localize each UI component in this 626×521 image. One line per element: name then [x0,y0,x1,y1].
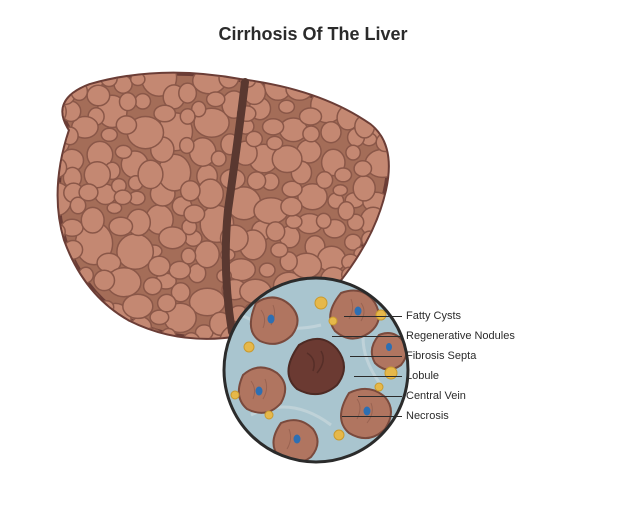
liver-nodule [94,270,115,290]
liver-nodule [139,328,163,350]
liver-nodule [286,215,302,228]
liver-nodule [338,202,354,220]
liver-nodule [40,75,62,93]
liver-nodule [180,138,194,154]
label-regenerative-nodules: Regenerative Nodules [406,330,606,342]
liver-nodule [335,168,352,182]
label-lobule: Lobule [406,370,606,382]
liver-nodule [55,285,74,303]
liver-nodule [138,160,163,188]
liver-nodule [303,126,319,142]
label-text: Central Vein [406,390,466,402]
liver-nodule [317,213,331,228]
leader-line [358,396,402,397]
liver-nodule [87,85,110,106]
label-text: Lobule [406,370,439,382]
liver-nodule [376,232,391,248]
leader-line [354,376,402,377]
liver-nodule [180,109,195,124]
liver-nodule [198,179,224,208]
liver-nodule [263,119,284,135]
liver-nodule [114,190,131,204]
liver-nodule [321,122,341,143]
label-text: Necrosis [406,410,449,422]
detail-svg [221,275,411,465]
necrosis [288,339,344,394]
liver-nodule [279,100,295,113]
liver-nodule [73,328,104,350]
liver-nodule [355,115,375,138]
liver-nodule [101,128,117,141]
liver-nodule [154,105,175,122]
liver-nodule [354,161,371,177]
leader-line [342,416,402,417]
leader-line [344,316,402,317]
liver-nodule [266,222,284,241]
liver-nodule [135,94,151,109]
liver-nodule [271,243,288,257]
liver-nodule [353,176,375,201]
labels-group: Fatty Cysts Regenerative Nodules Fibrosi… [406,310,606,430]
liver-nodule [348,71,365,90]
liver-nodule [333,185,347,196]
liver-nodule [369,70,398,96]
liver-nodule [117,234,153,269]
liver-nodule [179,83,197,103]
liver-nodule [144,278,162,295]
liver-nodule [47,158,67,178]
liver-nodule [364,88,392,117]
liver-nodule [115,145,131,158]
liver-nodule [81,207,104,233]
liver-nodule [120,93,137,111]
detail-inset [221,275,411,465]
liver-nodule [333,86,350,99]
liver-nodule [123,294,153,318]
liver-nodule [121,337,141,350]
label-central-vein: Central Vein [406,390,606,402]
liver-nodule [207,92,225,107]
liver-nodule [57,70,77,85]
liver-nodule [100,301,114,314]
liver-nodule [368,250,390,272]
liver-nodule [181,248,195,264]
liver-nodule [211,151,226,166]
diagram-title: Cirrhosis Of The Liver [218,24,407,45]
liver-nodule [316,172,332,189]
liver-nodule [183,333,200,350]
label-text: Regenerative Nodules [406,330,515,342]
liver-nodule [267,136,283,149]
liver-nodule [158,294,176,311]
liver-nodule [116,116,136,134]
label-necrosis: Necrosis [406,410,606,422]
liver-nodule [346,145,360,160]
label-fibrosis-septa: Fibrosis Septa [406,350,606,362]
liver-nodule [246,131,262,146]
liver-nodule [304,70,324,91]
liver-nodule [300,108,322,125]
liver-nodule [49,307,64,324]
liver-nodule [43,319,59,336]
leader-line [332,336,402,337]
liver-nodule [43,293,59,305]
liver-nodule [63,241,82,260]
label-text: Fibrosis Septa [406,350,476,362]
liver-nodule [109,217,132,235]
liver-nodule [281,197,302,216]
liver-nodule [247,172,265,190]
liver-nodule [51,324,78,349]
liver-nodule [184,205,205,223]
liver-nodule [181,181,200,201]
liver-nodule [325,70,353,90]
liver-nodule [148,256,170,276]
leader-line [350,356,402,357]
label-text: Fatty Cysts [406,310,461,322]
liver-nodule [349,96,363,111]
label-fatty-cysts: Fatty Cysts [406,310,606,322]
liver-nodule [79,184,98,201]
